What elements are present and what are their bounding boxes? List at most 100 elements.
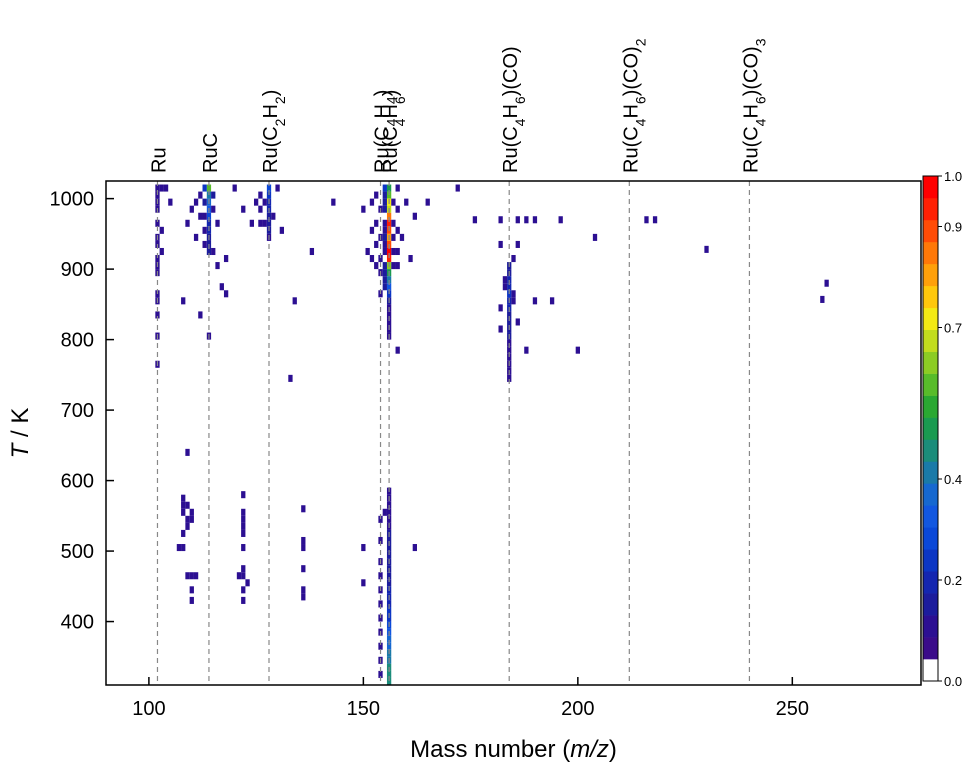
reference-label: Ru(C4H6)(CO)3 [740,38,768,173]
x-tick-label: 100 [132,698,165,720]
heatmap-cell [241,491,246,499]
heatmap-cell [193,572,199,580]
heatmap-cell [189,515,194,523]
heatmap-cell [159,184,164,192]
heatmap-cell [266,212,272,220]
heatmap-cell [374,262,379,270]
x-tick-label: 200 [561,698,594,720]
heatmap-cell [223,255,229,263]
x-tick-label: 150 [347,698,380,720]
heatmap-cell [382,276,387,284]
heatmap-cell [382,508,387,516]
heatmap-cell [391,262,396,270]
heatmap-cell [382,219,387,227]
colorbar-segment [923,637,938,660]
heatmap-cell [382,226,387,234]
colorbar-segment [923,351,938,374]
heatmap-cell [507,311,512,319]
heatmap-cell [507,353,512,361]
heatmap-cell [301,565,306,573]
heatmap-cell [386,318,392,326]
heatmap-cell [386,219,392,227]
heatmap-cell [378,515,383,523]
heatmap-cell [515,240,520,248]
reference-labels: Ru RuC Ru(C2H2) Ru(C4H4)Ru(C4H6) Ru(C4H6)(CO… [148,38,768,173]
y-axis-ticks: 400 500 600 700 800 900 1000 [50,189,114,634]
heatmap-cell [262,198,267,206]
y-tick-label: 800 [61,330,94,352]
heatmap-cell [386,212,392,220]
heatmap-cell [331,198,336,206]
heatmap-cell [412,544,417,552]
heatmap-cell [515,318,520,326]
colorbar-segment [923,197,938,221]
colorbar-tick-label: 0.0 [944,674,962,689]
colorbar-tick-label: 0.2 [944,573,962,588]
heatmap-cell [507,318,512,326]
x-tick-label: 250 [776,698,809,720]
heatmap-cell [185,515,190,523]
heatmap-cell [176,544,182,552]
heatmap-cell [374,219,379,227]
heatmap-cell [425,198,430,206]
heatmap-cell [232,184,237,192]
heatmap-cell [262,219,267,227]
heatmap-cell [236,572,242,580]
heatmap-cell [378,600,383,608]
heatmap-cell [288,374,293,382]
heatmap-cell [382,205,387,213]
heatmap-cell [386,536,392,545]
heatmap-cell [369,255,375,263]
heatmap-cell [386,614,392,622]
heatmap-cell [241,529,246,537]
heatmap-cell [382,191,387,199]
heatmap-cell [211,205,216,213]
heatmap-cell [181,508,186,516]
heatmap-cell [386,508,392,516]
reference-label: Ru(C4H6) [380,90,408,173]
colorbar-segment [923,505,938,528]
heatmap-cell [524,216,529,224]
x-axis-label: Mass number (m/z) [410,736,617,763]
heatmap-cell [507,276,512,284]
heatmap-cell [498,325,503,333]
heatmap-cell [193,198,199,206]
reference-label: Ru [148,147,170,173]
heatmap-cell [266,191,272,199]
heatmap-cell [386,677,392,685]
heatmap-cell [515,216,520,224]
heatmap-cell [511,290,516,298]
heatmap-cell [395,346,400,354]
heatmap-cell [644,216,649,224]
heatmap-cell [382,262,387,270]
heatmap-cell [382,233,387,241]
heatmap-cell [181,297,186,305]
colorbar-frame [922,175,939,682]
colorbar-segment [923,395,938,418]
heatmap-cell [185,522,190,530]
y-tick-label: 1000 [50,189,95,211]
heatmap-cell [386,247,392,256]
heatmap-cell [202,198,207,206]
heatmap-cell [279,226,285,234]
heatmap-cell [198,212,203,220]
heatmap-cell [223,290,229,298]
heatmap-cell [181,544,186,552]
heatmap-cell [386,600,392,608]
y-axis-label: T / K [7,408,34,459]
heatmap-cell [241,205,246,213]
heatmap-cell [524,346,529,354]
heatmap-cell [206,184,212,192]
heatmap-cell [168,198,173,206]
heatmap-cell [202,226,207,234]
heatmap-cell [266,184,272,192]
heatmap-cell [241,522,246,530]
heatmap-cell [189,586,194,594]
heatmap-cell [198,191,203,199]
heatmap-cell [412,212,417,220]
heatmap-cell [206,212,212,220]
heatmap-cell [575,346,580,354]
heatmap-cell [532,297,538,305]
heatmap-cell [386,544,392,552]
